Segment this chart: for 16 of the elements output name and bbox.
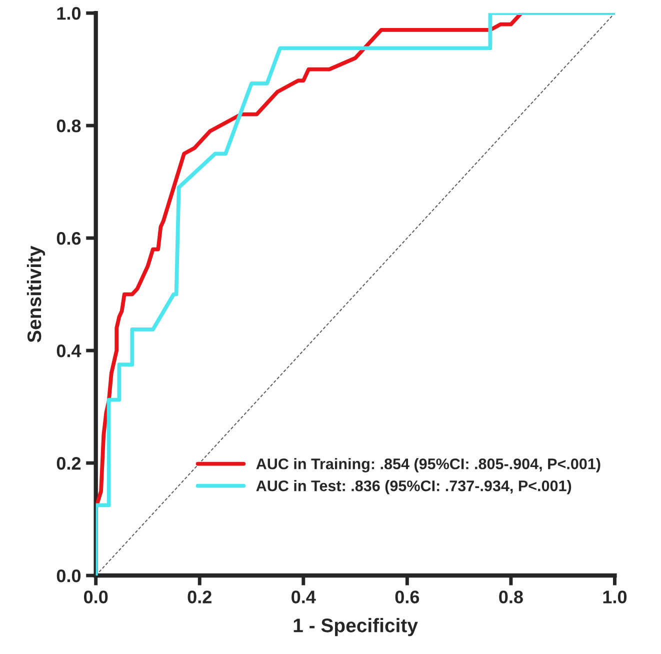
x-axis-title: 1 - Specificity <box>294 618 418 636</box>
x-tick-label: 1.0 <box>603 590 627 604</box>
y-axis-title: Sensitivity <box>26 246 46 342</box>
y-tick-label: 0.8 <box>56 120 81 132</box>
x-tick-label: 0.8 <box>499 590 523 604</box>
y-tick-label: 0.4 <box>56 344 82 358</box>
legend-label: AUC in Training: .854 (95%CI: .805-.904, P<.001) <box>256 458 600 472</box>
x-tick-label: 0.0 <box>84 590 108 604</box>
x-tick-label: 0.4 <box>292 590 316 604</box>
legend-label: AUC in Test: .836 (95%CI: .737-.934, P<.001) <box>256 480 572 494</box>
y-tick-label: 0.2 <box>56 456 81 470</box>
y-tick-label: 1.0 <box>57 7 81 20</box>
y-tick-label: 0.6 <box>56 232 81 245</box>
y-tick-label: 0.0 <box>56 569 81 582</box>
x-tick-label: 0.6 <box>395 590 420 604</box>
x-tick-label: 0.2 <box>188 590 212 604</box>
